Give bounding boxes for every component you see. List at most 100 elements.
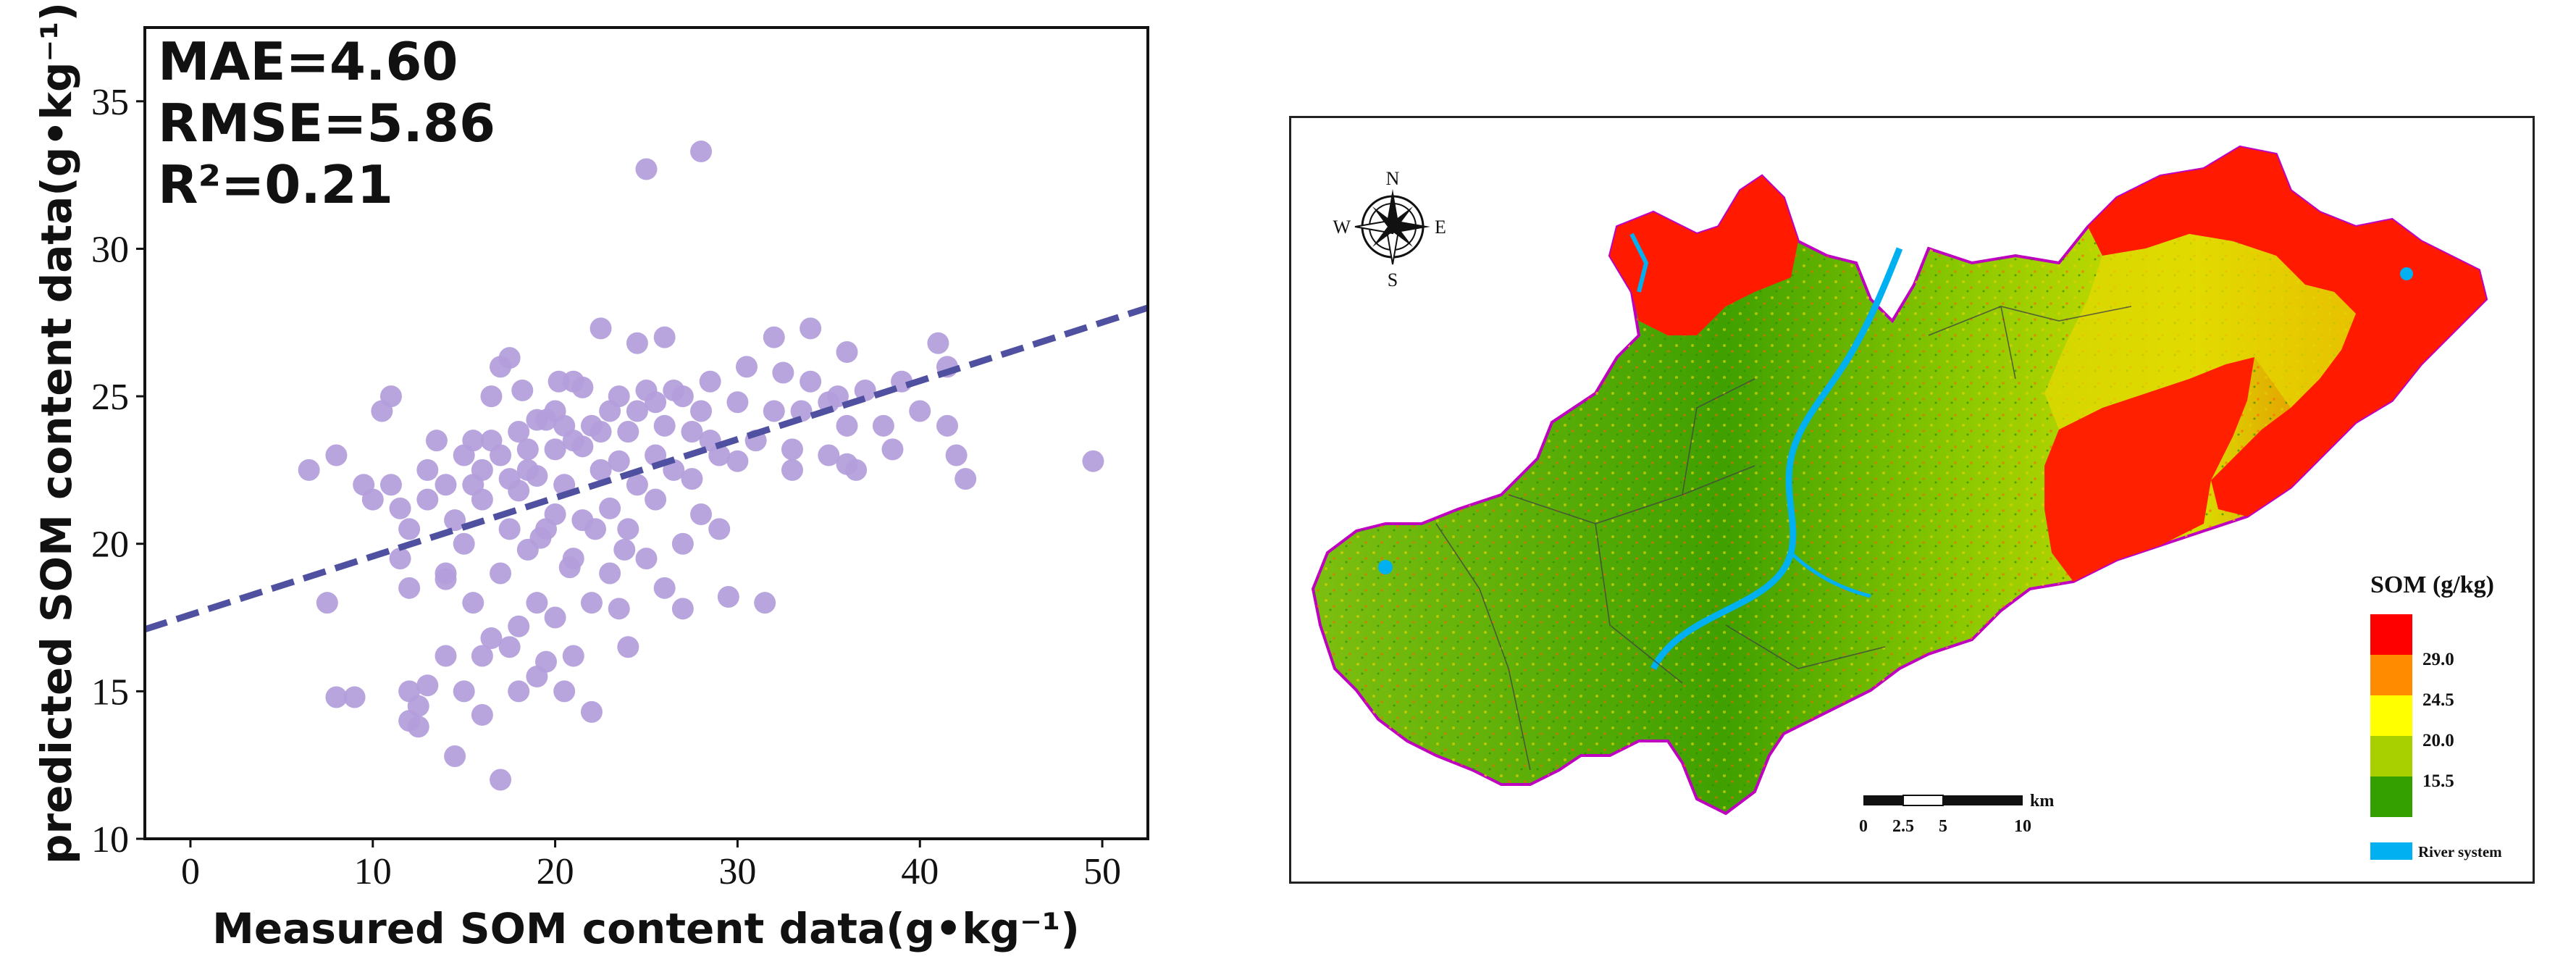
admin-boundaries (1435, 306, 2132, 771)
som-map: N S W E SOM (g/kg) 29.0 24.5 20.0 15.5 Rive… (1311, 145, 2502, 861)
legend-break-label: 29.0 (2422, 650, 2454, 669)
scatter-point (516, 438, 539, 461)
scatter-point (608, 598, 630, 620)
scatter-point (826, 385, 849, 408)
scatter-point (490, 562, 512, 585)
scatter-point (690, 400, 713, 422)
legend-classes: 29.0 24.5 20.0 15.5 (2370, 614, 2454, 817)
legend-break-label: 20.0 (2422, 731, 2454, 750)
scale-bar: km 0 2.5 5 10 (1859, 792, 2054, 836)
high-som-northeast (2088, 147, 2486, 516)
scatter-point (690, 141, 713, 163)
stat-r2: R²=0.21 (158, 154, 393, 215)
scatter-point (553, 680, 576, 703)
scatter-point (781, 459, 803, 481)
scatter-point (544, 438, 566, 461)
scatter-point (498, 347, 521, 369)
scatter-point (298, 459, 320, 481)
scatter-point (699, 370, 721, 393)
scatter-point (435, 645, 457, 667)
legend: SOM (g/kg) 29.0 24.5 20.0 15.5 River system (2370, 572, 2502, 861)
compass-north-label: N (1386, 168, 1400, 189)
river-northwest (1629, 233, 1649, 293)
x-tick-label: 50 (1083, 851, 1121, 892)
scatter-point (508, 420, 530, 443)
scatter-point (562, 645, 584, 667)
scatter-point (927, 332, 949, 354)
scatter-point (480, 627, 503, 650)
scatter-point (343, 686, 366, 708)
scatter-point (535, 409, 557, 431)
compass-rose: N S W E (1333, 168, 1446, 290)
scatter-point (645, 488, 667, 511)
scatter-point (626, 332, 648, 354)
scatter-point (407, 695, 429, 717)
scatter-point (379, 474, 402, 496)
scatter-point (544, 606, 566, 629)
scatter-point (462, 430, 484, 452)
x-axis-title: Measured SOM content data(g•kg⁻¹) (212, 904, 1080, 953)
scatter-point (800, 317, 822, 340)
legend-river-label: River system (2418, 843, 2502, 861)
scatter-point (613, 538, 636, 561)
y-tick-label: 35 (91, 82, 129, 123)
scatter-point (444, 745, 466, 767)
scatter-chart: 0 10 20 30 40 50 10 15 20 25 30 35 MAE=4.60 RMSE=5… (32, 2, 1149, 953)
scatter-point (872, 414, 894, 437)
x-tick-label: 40 (901, 851, 939, 892)
scatter-point (626, 400, 648, 422)
scatter-point (781, 438, 803, 461)
scatter-point (800, 370, 822, 393)
scatter-point (608, 385, 630, 408)
x-tick-label: 20 (537, 851, 574, 892)
scatter-point (425, 430, 448, 452)
regression-line (145, 304, 1148, 633)
legend-break-label: 15.5 (2422, 771, 2454, 791)
high-som-east (2044, 357, 2254, 582)
scale-label-10: 10 (2014, 817, 2031, 836)
scatter-point (663, 379, 685, 401)
scatter-point (558, 556, 581, 579)
scatter-point (590, 317, 612, 340)
som-map-panel: N S W E SOM (g/kg) 29.0 24.5 20.0 15.5 Rive… (1289, 116, 2535, 884)
scatter-point (717, 586, 739, 608)
transition-band (2044, 234, 2356, 430)
scatter-point (699, 430, 721, 452)
y-axis-title: predicted SOM content data(g•kg⁻¹) (32, 2, 81, 864)
scatter-point (608, 450, 630, 472)
scatter-point (818, 444, 840, 466)
scatter-point (435, 568, 457, 590)
lake-west (1378, 560, 1393, 574)
scatter-point (645, 391, 667, 414)
scatter-point (653, 414, 676, 437)
scatter-point (754, 592, 776, 614)
scatter-point (763, 326, 785, 348)
scale-label-5: 5 (1939, 817, 1947, 836)
scatter-point (690, 503, 713, 525)
scatter-point (511, 379, 534, 401)
scatter-point (671, 598, 694, 620)
scatter-point (617, 518, 639, 540)
stat-mae: MAE=4.60 (158, 31, 458, 92)
scatter-point (453, 680, 475, 703)
scatter-point (416, 459, 439, 481)
scatter-point (498, 636, 521, 658)
scatter-point (444, 509, 466, 532)
scatter-point (471, 645, 493, 667)
legend-swatch (2370, 736, 2412, 776)
scatter-point (671, 532, 694, 555)
compass-south-label: S (1388, 269, 1398, 290)
scatter-point (316, 592, 338, 614)
scatter-point (726, 391, 749, 414)
stat-rmse: RMSE=5.86 (158, 93, 495, 154)
scatter-point (955, 468, 977, 490)
scatter-point (416, 674, 439, 697)
scatter-point (553, 414, 576, 437)
scatter-point (590, 420, 612, 443)
scatter-point (580, 700, 603, 723)
scatter-point (379, 385, 402, 408)
scatter-point (836, 414, 858, 437)
scatter-point (547, 370, 570, 393)
y-tick-label: 25 (91, 377, 129, 418)
scatter-point (435, 474, 457, 496)
